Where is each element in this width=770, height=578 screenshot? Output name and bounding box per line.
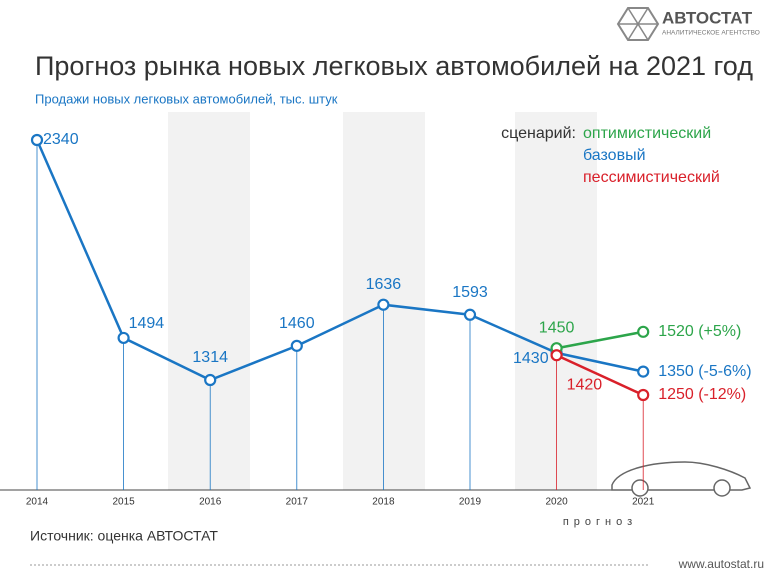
point <box>117 331 130 345</box>
point <box>637 325 650 338</box>
x-tick-label: 2017 <box>286 497 309 508</box>
series-line <box>35 139 644 382</box>
x-tick-label: 2014 <box>26 497 49 508</box>
legend-entry: базовый <box>583 147 646 164</box>
data-label: 1636 <box>366 276 402 293</box>
x-tick-label: 2020 <box>545 497 568 508</box>
point <box>463 308 477 321</box>
point <box>637 365 650 378</box>
x-tick-label: 2015 <box>112 497 135 508</box>
data-label: 1494 <box>129 315 165 332</box>
point <box>290 339 303 352</box>
car-wheel <box>631 479 649 497</box>
data-label: 1314 <box>192 349 228 366</box>
point <box>550 349 563 362</box>
x-tick-label: 2018 <box>372 497 395 508</box>
chart-title: Прогноз рынка новых легковых автомобилей… <box>35 51 753 81</box>
car <box>611 461 752 491</box>
legend-entry: оптимистический <box>583 125 711 142</box>
footer-url: www.autostat.ru <box>678 557 764 571</box>
data-label: 1460 <box>279 315 315 332</box>
point <box>204 373 217 387</box>
data-label: 2340 <box>43 131 79 148</box>
point <box>30 133 44 147</box>
data-label: 1430 <box>513 350 549 367</box>
series-line <box>556 354 644 397</box>
x-tick-label: 2021 <box>632 497 655 508</box>
series-line <box>556 330 644 350</box>
logo <box>616 7 660 41</box>
legend-entry: пессимистический <box>583 169 720 186</box>
source: Источник: оценка АВТОСТАТ <box>30 528 218 544</box>
point <box>377 298 390 311</box>
data-label: 1450 <box>539 319 575 336</box>
forecast-label: прогноз <box>563 516 637 528</box>
car-wheel <box>713 479 731 497</box>
logo-name: АВТОСТАТ <box>662 8 753 27</box>
band <box>515 112 597 490</box>
chart-subtitle: Продажи новых легковых автомобилей, тыс.… <box>35 91 338 106</box>
logo-tagline: АНАЛИТИЧЕСКОЕ АГЕНТСТВО <box>662 30 760 37</box>
x-tick-label: 2016 <box>199 497 222 508</box>
x-tick-label: 2019 <box>459 497 482 508</box>
data-label: 1250 (-12%) <box>658 386 746 403</box>
data-label: 1350 (-5-6%) <box>658 363 751 380</box>
data-label: 1593 <box>452 284 488 301</box>
point <box>637 388 650 402</box>
band <box>168 112 250 490</box>
legend-title: сценарий: <box>501 125 576 142</box>
data-label: 1520 (+5%) <box>658 323 741 340</box>
data-label: 1420 <box>567 376 603 393</box>
